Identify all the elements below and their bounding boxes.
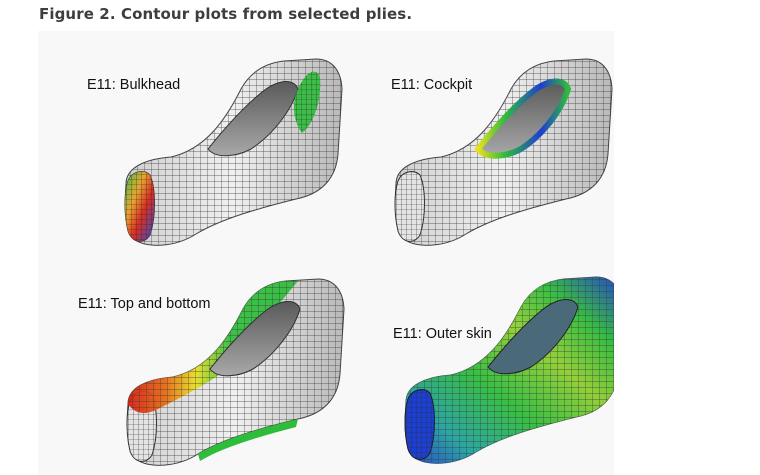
figure-caption: Figure 2. Contour plots from selected pl… xyxy=(39,5,413,23)
panel-cockpit: E11: Cockpit xyxy=(391,58,613,246)
panel-top-and-bottom: E11: Top and bottom xyxy=(78,278,345,466)
panel-label-bulkhead: E11: Bulkhead xyxy=(87,77,180,93)
panel-label-top-and-bottom: E11: Top and bottom xyxy=(78,296,210,312)
panel-bulkhead: E11: Bulkhead xyxy=(87,58,343,246)
panel-outer-skin: E11: Outer skin xyxy=(393,276,614,464)
contour-figure: E11: Bulkhead E11: Cockpit E11: Top and … xyxy=(38,31,614,475)
panel-label-outer-skin: E11: Outer skin xyxy=(393,326,492,342)
panel-label-cockpit: E11: Cockpit xyxy=(391,77,472,93)
